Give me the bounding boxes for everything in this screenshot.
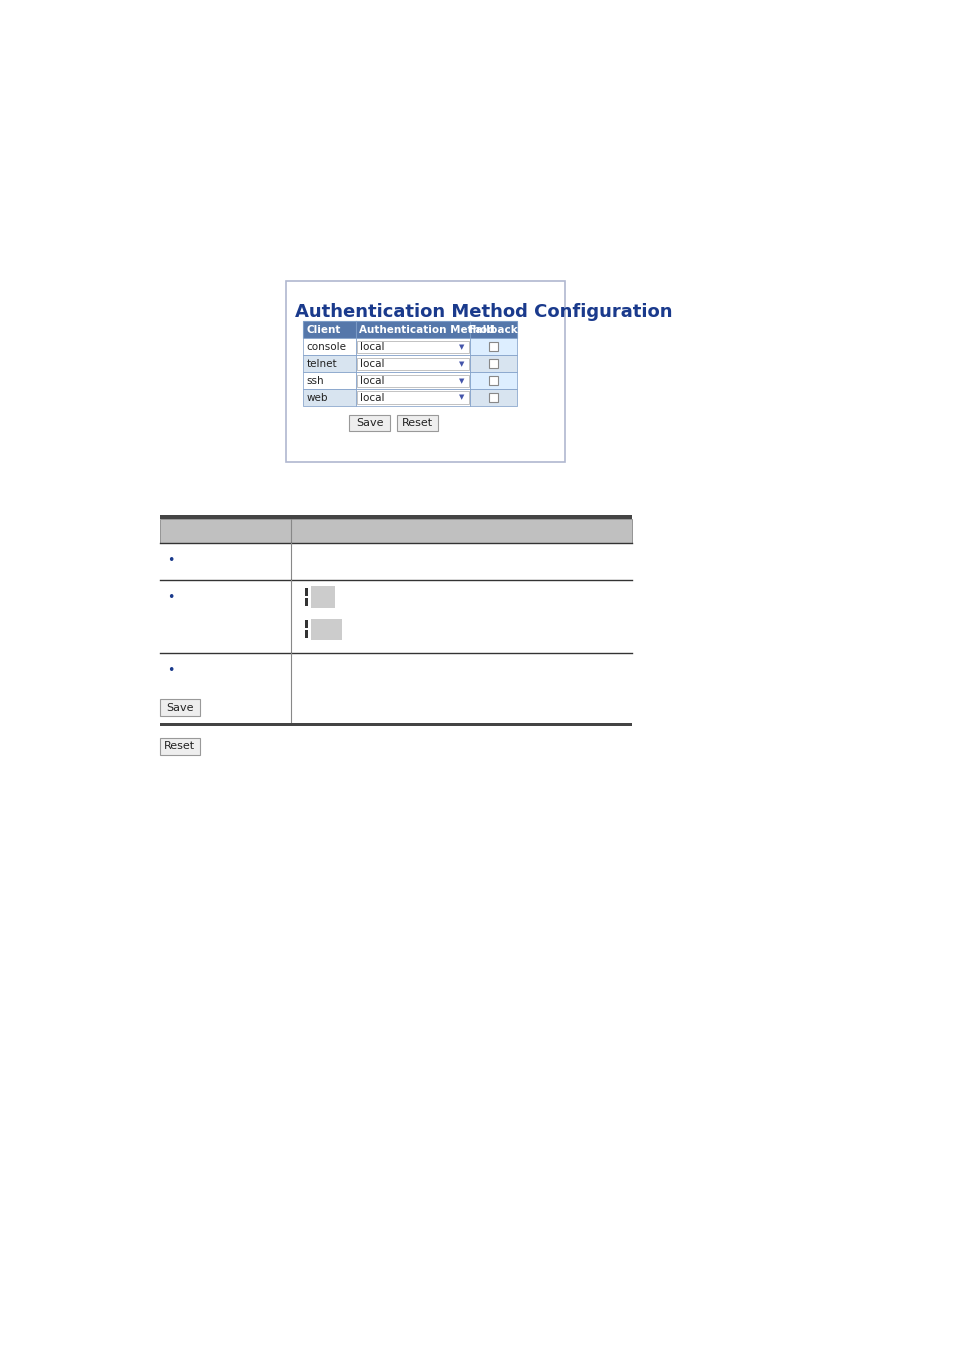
Bar [159,514,632,518]
Text: ▼: ▼ [459,378,464,383]
Bar [303,373,355,389]
Text: local: local [360,359,384,369]
Text: Client: Client [307,325,341,335]
Text: Save: Save [355,418,383,428]
Text: local: local [360,342,384,352]
Bar [470,339,517,355]
Bar [355,355,470,373]
Bar [356,374,468,387]
Bar [355,373,470,389]
Bar [303,321,517,339]
Text: Fallback: Fallback [469,325,517,335]
Bar [305,630,308,637]
Bar [286,281,564,462]
Text: local: local [360,375,384,386]
Bar [488,393,497,402]
Text: •: • [167,664,174,678]
Bar [488,359,497,369]
Bar [159,738,199,755]
Bar [159,722,632,726]
Bar [470,373,517,389]
Text: Reset: Reset [401,418,433,428]
Text: Reset: Reset [164,741,195,752]
Bar [311,586,335,608]
Bar [356,392,468,404]
Text: local: local [360,393,384,402]
Bar [488,377,497,385]
Bar [488,342,497,351]
Text: ssh: ssh [307,375,324,386]
Text: Authentication Method Configuration: Authentication Method Configuration [294,302,672,321]
Bar [303,389,355,406]
Text: Save: Save [166,703,193,713]
Text: web: web [307,393,328,402]
Bar [470,355,517,373]
Bar [356,358,468,370]
Text: ▼: ▼ [459,360,464,367]
Bar [303,339,355,355]
Bar [305,598,308,606]
Bar [303,355,355,373]
Bar [305,620,308,628]
Bar [355,339,470,355]
Text: console: console [307,342,347,352]
Bar [356,340,468,352]
Bar [159,699,199,717]
Bar [305,587,308,595]
Bar [355,389,470,406]
Bar [470,389,517,406]
Text: ▼: ▼ [459,394,464,401]
Bar [311,618,341,640]
Text: telnet: telnet [307,359,337,369]
Text: ▼: ▼ [459,344,464,350]
Bar [397,416,437,431]
Bar [349,416,390,431]
Text: •: • [167,591,174,603]
Bar [159,518,632,543]
Text: Authentication Method: Authentication Method [359,325,495,335]
Text: •: • [167,554,174,567]
